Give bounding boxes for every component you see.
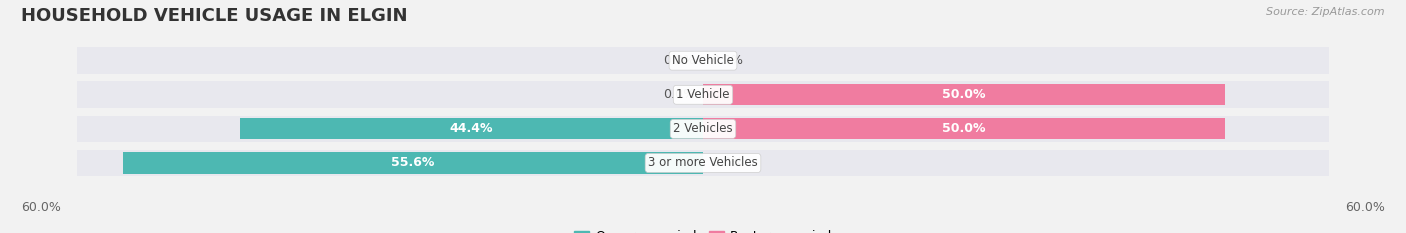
Legend: Owner-occupied, Renter-occupied: Owner-occupied, Renter-occupied (568, 225, 838, 233)
Text: 2 Vehicles: 2 Vehicles (673, 122, 733, 135)
Text: 3 or more Vehicles: 3 or more Vehicles (648, 157, 758, 169)
Text: Source: ZipAtlas.com: Source: ZipAtlas.com (1267, 7, 1385, 17)
Text: 60.0%: 60.0% (21, 201, 60, 214)
Bar (703, 118, 1225, 140)
Text: 50.0%: 50.0% (942, 122, 986, 135)
Text: 44.4%: 44.4% (450, 122, 494, 135)
Text: 1 Vehicle: 1 Vehicle (676, 88, 730, 101)
Text: No Vehicle: No Vehicle (672, 54, 734, 67)
Bar (77, 150, 1329, 176)
Text: 0.0%: 0.0% (711, 54, 744, 67)
Text: 55.6%: 55.6% (391, 157, 434, 169)
Bar (77, 82, 1329, 108)
Bar (122, 152, 703, 174)
Text: HOUSEHOLD VEHICLE USAGE IN ELGIN: HOUSEHOLD VEHICLE USAGE IN ELGIN (21, 7, 408, 25)
Bar (77, 116, 1329, 142)
Bar (240, 118, 703, 140)
Text: 0.0%: 0.0% (662, 54, 695, 67)
Bar (703, 84, 1225, 105)
Text: 0.0%: 0.0% (662, 88, 695, 101)
Bar (77, 47, 1329, 74)
Text: 50.0%: 50.0% (942, 88, 986, 101)
Text: 0.0%: 0.0% (711, 157, 744, 169)
Text: 60.0%: 60.0% (1346, 201, 1385, 214)
